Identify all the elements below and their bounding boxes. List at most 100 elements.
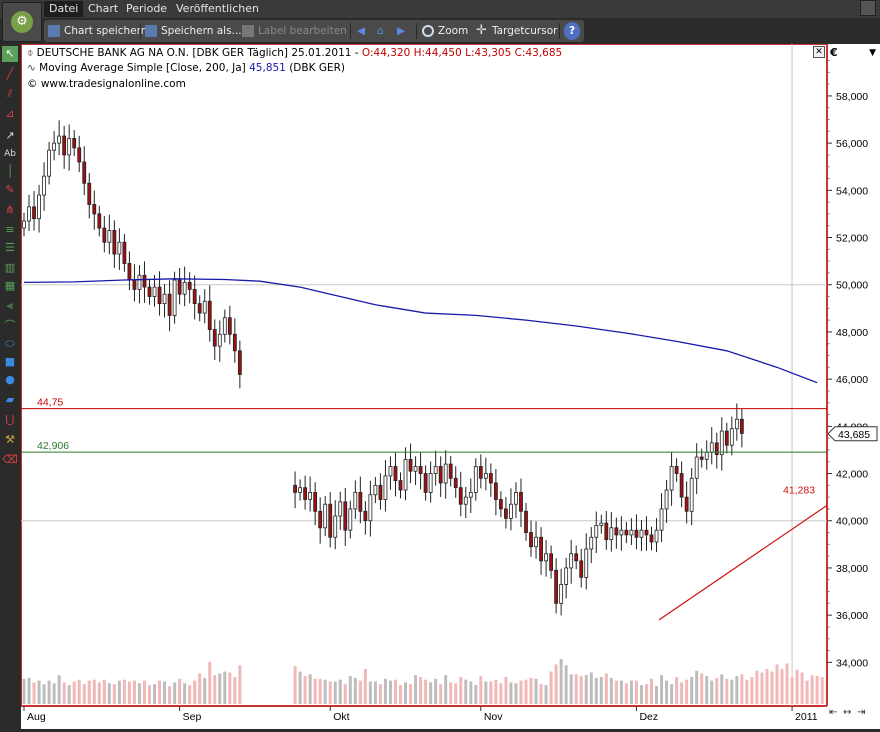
volume-bar — [188, 685, 192, 704]
volume-bar — [815, 676, 819, 704]
columns-tool-icon[interactable]: ▦ — [4, 279, 16, 292]
volume-bar — [725, 678, 729, 704]
volume-bar — [624, 683, 628, 704]
candle-body — [684, 496, 689, 512]
circle-tool-icon[interactable]: ● — [5, 373, 15, 386]
channel-tool-icon[interactable]: ⫽ — [7, 87, 13, 100]
label-edit-button[interactable]: Label bearbeiten — [242, 22, 347, 40]
candle-body — [694, 456, 699, 479]
fan-tool-icon[interactable]: ⫷ — [6, 299, 14, 312]
candle-body — [52, 142, 57, 151]
close-icon[interactable]: ✕ — [813, 46, 825, 58]
volume-bar — [665, 680, 669, 704]
candle-body — [639, 529, 644, 538]
rectangle-tool-icon[interactable]: ■ — [4, 355, 16, 368]
menu-periode[interactable]: Periode — [126, 2, 168, 15]
candle-body — [519, 492, 523, 512]
grid-tool-icon[interactable]: ☰ — [5, 241, 15, 254]
price-chart[interactable]: 44,75 42,906 41,283 — [21, 44, 880, 706]
candle-body — [664, 489, 669, 510]
menu-datei[interactable]: Datei — [44, 1, 84, 17]
volume-bar — [439, 684, 443, 704]
zoom-button[interactable]: Zoom — [422, 22, 468, 40]
arc-tool-icon[interactable]: ⌒ — [4, 319, 16, 332]
scroll-controls: ⇤ ↔ ⇥ — [827, 706, 880, 729]
text-tool-icon[interactable]: Ab — [4, 149, 16, 159]
save-icon — [48, 25, 60, 37]
expand-icon[interactable]: ↔ — [843, 707, 852, 718]
candle-body — [649, 534, 654, 543]
chart-panel[interactable]: 44,75 42,906 41,283 ⌽ DEUTSCHE BANK AG NA … — [21, 44, 880, 706]
menu-chart[interactable]: Chart — [88, 2, 119, 15]
time-axis-panel: Aug Sep Okt Nov Dez 2011 — [21, 706, 827, 729]
arrow-tool-icon[interactable]: ↖ — [2, 46, 18, 62]
legend-indicator-icon: ⌽ — [27, 47, 37, 59]
arrow-left-icon[interactable]: ◀ — [357, 25, 366, 37]
pitchfork-tool-icon[interactable]: ⋔ — [5, 203, 15, 216]
volume-bar — [293, 666, 297, 704]
volume-bar — [343, 684, 347, 704]
candle-body — [343, 501, 348, 531]
volume-bar — [730, 679, 734, 704]
volume-bar — [775, 664, 779, 704]
candle-body — [468, 492, 473, 498]
save-as-button[interactable]: Speichern als... — [145, 22, 242, 40]
ray-tool-icon[interactable]: ⊿ — [5, 107, 15, 120]
arrow-right-icon[interactable]: ▶ — [397, 25, 406, 37]
fibonacci-tool-icon[interactable]: ≡ — [5, 223, 15, 236]
volume-bar — [810, 675, 814, 704]
label-edit-label: Label bearbeiten — [258, 25, 347, 37]
shape-tool-icon[interactable]: ▰ — [5, 393, 15, 406]
volume-bar — [529, 677, 533, 704]
legend-ma-name: Moving Average Simple [Close, 200, Ja] — [39, 62, 250, 74]
volume-bar — [589, 672, 593, 704]
volume-bar — [594, 677, 598, 704]
candle-body — [463, 496, 468, 505]
candle-body — [227, 317, 232, 335]
pointer-tool-icon[interactable]: ↗ — [5, 129, 15, 142]
last-price-marker — [827, 426, 878, 442]
menu-veroeffentlichen[interactable]: Veröffentlichen — [176, 2, 259, 15]
volume-bar — [820, 677, 824, 704]
bars-tool-icon[interactable]: ▥ — [4, 261, 16, 274]
marker-tool-icon[interactable]: ✎ — [5, 183, 15, 196]
vertical-line-icon[interactable]: │ — [6, 165, 14, 178]
candle-body — [358, 492, 363, 512]
volume-bar — [163, 681, 167, 704]
volume-bar — [715, 677, 719, 704]
y-tick-label: 56,000 — [836, 138, 868, 150]
brush-tool-icon[interactable]: ⚒ — [5, 433, 15, 446]
candle-body — [182, 281, 187, 295]
eraser-tool-icon[interactable]: ⌫ — [2, 453, 18, 466]
scroll-right-icon[interactable]: ⇥ — [857, 707, 866, 718]
scroll-left-icon[interactable]: ⇤ — [829, 707, 838, 718]
volume-bar — [122, 679, 126, 704]
volume-bar — [82, 684, 86, 704]
home-icon[interactable]: ⌂ — [377, 25, 384, 37]
magnet-tool-icon[interactable]: ⋃ — [5, 413, 15, 426]
targetcursor-label: Targetcursor — [492, 25, 558, 37]
targetcursor-button[interactable]: ✛ Targetcursor — [476, 22, 557, 40]
volume-bar — [77, 679, 81, 704]
axis-menu-icon[interactable]: ▼ — [869, 48, 876, 58]
legend-instrument-name: DEUTSCHE BANK AG NA O.N. [DBK GER Täglic… — [36, 47, 362, 59]
line-tool-icon[interactable]: ╱ — [6, 67, 14, 80]
help-icon[interactable]: ? — [564, 22, 580, 40]
candle-body — [293, 484, 297, 493]
window-button[interactable] — [860, 0, 876, 16]
candle-body — [529, 532, 533, 548]
volume-bar — [393, 679, 397, 704]
save-chart-button[interactable]: Chart speichern — [48, 22, 147, 40]
toolbar-separator — [350, 23, 351, 39]
ellipse-tool-icon[interactable]: ⬭ — [5, 337, 15, 350]
candle-body — [72, 138, 77, 149]
volume-bar — [92, 679, 96, 704]
legend-ma-icon: ∿ — [27, 62, 40, 74]
candle-body — [318, 510, 323, 529]
x-tick-label: Okt — [333, 711, 349, 723]
candle-body — [724, 430, 729, 446]
candle-body — [82, 161, 87, 184]
volume-bar — [454, 683, 458, 704]
volume-bar — [660, 675, 664, 704]
volume-bar — [650, 678, 653, 704]
